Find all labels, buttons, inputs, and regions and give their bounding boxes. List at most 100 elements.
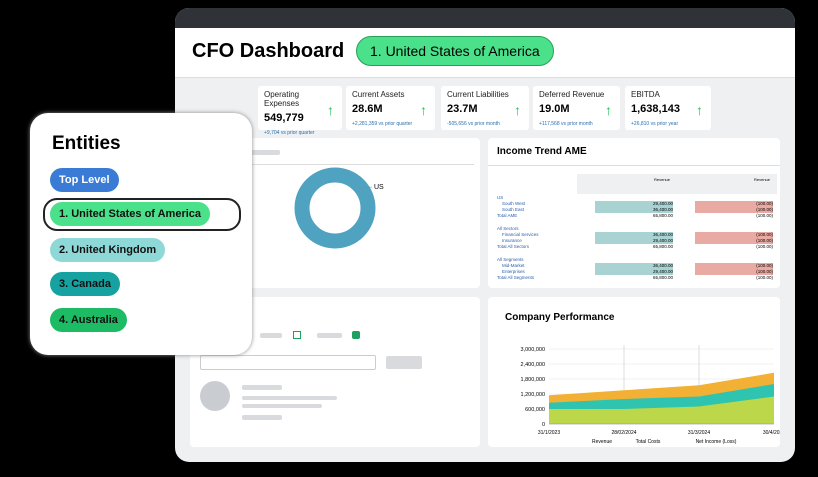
row-label: South West (502, 201, 526, 206)
placeholder (242, 404, 322, 408)
income-trend-panel: Income Trend AME Revenue Revenue US South W… (488, 138, 780, 288)
entity-pill[interactable]: Top Level (50, 168, 119, 192)
icon (352, 331, 360, 339)
row-value: 29,400.00 (595, 201, 673, 207)
kpi-label: Deferred Revenue (539, 90, 605, 99)
entities-title: Entities (52, 133, 121, 154)
legend-label: Revenue (592, 439, 612, 445)
x-tick-label: 30/4/2024 (763, 430, 780, 436)
avatar (200, 381, 230, 411)
entity-pill[interactable]: 3. Canada (50, 272, 120, 296)
row-value: 36,400.00 (595, 232, 673, 238)
x-tick-label: 31/3/2024 (688, 430, 710, 436)
up-arrow: ↑ (514, 102, 521, 118)
kpi-label: EBITDA (631, 90, 660, 99)
header-band (577, 174, 777, 194)
up-arrow: ↑ (327, 102, 334, 118)
entities-panel: Entities Top Level 1. United States of Am… (30, 113, 252, 355)
kpi-value: 28.6M (352, 103, 383, 115)
row-label: All Segments (497, 257, 524, 262)
donut-chart: US (294, 167, 384, 249)
chart-title: Company Performance (505, 312, 615, 323)
y-tick-label: 0 (542, 422, 545, 428)
placeholder (242, 396, 337, 400)
icon (293, 331, 301, 339)
selection-outline (43, 198, 241, 231)
up-arrow: ↑ (605, 102, 612, 118)
entity-pill[interactable]: 1. United States of America (50, 202, 211, 226)
x-tick-label: 28/02/2024 (611, 430, 636, 436)
kpi-label: Current Assets (352, 90, 405, 99)
row-label: Enterprises (502, 269, 525, 274)
row-value: (100.00) (695, 263, 773, 269)
row-label: Total All Sectors (497, 244, 530, 249)
y-tick-label: 2,400,000 (521, 362, 545, 368)
placeholder (260, 333, 282, 338)
row-value: (100.00) (695, 232, 773, 238)
row-value: (100.00) (695, 269, 773, 275)
row-value: 29,400.00 (595, 269, 673, 275)
kpi-change: +2,281,359 vs prior quarter (352, 121, 413, 127)
divider (190, 164, 474, 165)
row-value: 29,400.00 (595, 238, 673, 244)
y-tick-label: 1,200,000 (521, 392, 545, 398)
kpi-change: +26,810 vs prior year (631, 121, 679, 127)
row-label: Total AME (497, 213, 518, 218)
row-value: (100.00) (756, 275, 773, 280)
y-tick-label: 3,000,000 (521, 347, 545, 353)
row-label: Mid-Market (502, 263, 525, 268)
legend-label: Total Costs (636, 439, 661, 445)
kpi-card: Deferred Revenue 19.0M +117,568 vs prior m… (533, 86, 620, 130)
title-bar (175, 8, 795, 28)
row-value: 36,400.00 (595, 207, 673, 213)
legend-label: Net Income (Loss) (696, 439, 737, 445)
kpi-change: +9,704 vs prior quarter (264, 130, 315, 136)
area (549, 396, 774, 424)
row-label: Insurance (502, 238, 522, 243)
button[interactable] (386, 356, 422, 369)
x-tick-label: 31/1/2023 (538, 430, 560, 436)
company-performance-panel: Company Performance 0 600,000 1,200,000 1,80… (488, 297, 780, 447)
kpi-change: +117,568 vs prior month (539, 121, 593, 127)
kpi-value: 1,638,143 (631, 103, 680, 115)
column-header: Revenue (753, 177, 770, 182)
search-input[interactable] (200, 355, 376, 370)
donut-label: US (374, 184, 384, 191)
y-tick-label: 600,000 (525, 407, 545, 413)
placeholder (250, 150, 280, 155)
kpi-value: 19.0M (539, 103, 570, 115)
leader-line (359, 186, 373, 189)
dashboard-title: CFO Dashboard (192, 40, 345, 62)
row-value: 65,800.00 (652, 244, 673, 249)
row-value: (100.00) (695, 201, 773, 207)
kpi-change: -505,656 vs prior month (447, 121, 500, 127)
up-arrow: ↑ (420, 102, 427, 118)
row-label: Total All Segments (497, 275, 535, 280)
row-label: All Sectors (497, 226, 519, 231)
entity-badge[interactable]: 1. United States of America (356, 36, 554, 66)
kpi-value: 549,779 (264, 112, 304, 124)
kpi-card: Current Liabilities 23.7M -505,656 vs prio… (441, 86, 529, 130)
dashboard-window: CFO Dashboard 1. United States of Americ… (175, 8, 795, 462)
header: CFO Dashboard 1. United States of Americ… (175, 28, 795, 78)
panel-title: Income Trend AME (497, 146, 587, 157)
row-label: US (497, 195, 504, 200)
row-value: 65,800.00 (652, 213, 673, 218)
row-value: (100.00) (756, 213, 773, 218)
row-label: South East (502, 207, 525, 212)
kpi-value: 23.7M (447, 103, 478, 115)
entity-pill[interactable]: 2. United Kingdom (50, 238, 166, 262)
kpi-card: EBITDA 1,638,143 +26,810 vs prior year ↑ (625, 86, 711, 130)
kpi-label: Operating Expenses (264, 90, 300, 108)
placeholder (317, 333, 342, 338)
row-value: (100.00) (756, 244, 773, 249)
row-value: 65,800.00 (652, 275, 673, 280)
placeholder (242, 415, 282, 420)
kpi-card: Operating Expenses 549,779 +9,704 vs prior… (258, 86, 342, 136)
placeholder (242, 385, 282, 390)
entity-pill[interactable]: 4. Australia (50, 308, 127, 332)
kpi-label: Current Liabilities (447, 90, 509, 99)
row-value: (100.00) (695, 238, 773, 244)
up-arrow: ↑ (696, 102, 703, 118)
